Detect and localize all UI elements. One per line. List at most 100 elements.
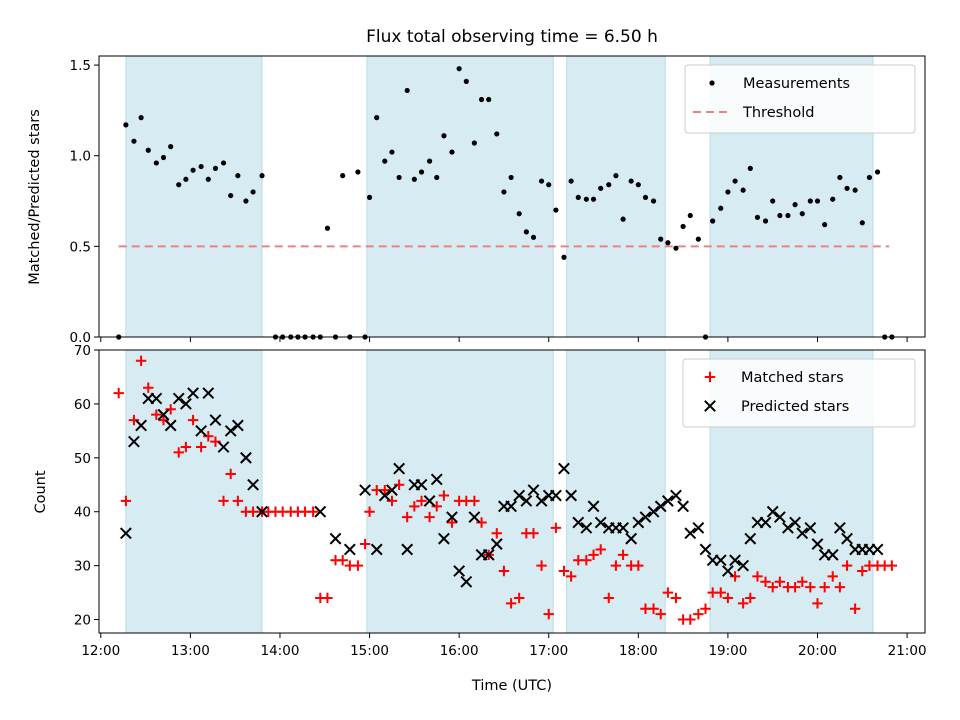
- data-point: [231, 419, 244, 432]
- data-point: [441, 133, 447, 139]
- legend-box: [682, 358, 916, 428]
- data-point: [463, 78, 469, 84]
- data-point: [453, 565, 466, 577]
- data-point: [812, 598, 823, 609]
- data-point: [157, 408, 170, 421]
- data-point: [228, 192, 234, 199]
- data-point: [202, 387, 215, 400]
- data-point: [401, 543, 414, 556]
- data-point: [633, 560, 644, 571]
- data-point: [549, 489, 562, 502]
- data-point: [490, 538, 503, 550]
- data-point: [203, 431, 214, 442]
- data-point: [426, 158, 433, 164]
- data-point: [505, 598, 517, 609]
- count-panel: 12:00 13:00 14:00 15:00 16:00 17:00 18:00 19:00…: [33, 343, 927, 694]
- data-point: [160, 154, 167, 161]
- data-point: [538, 178, 545, 184]
- data-point: [565, 489, 578, 502]
- data-point: [581, 555, 592, 566]
- x-axis-label: Time (UTC): [471, 678, 552, 694]
- data-point: [131, 138, 137, 144]
- data-point: [814, 198, 821, 204]
- star-count-points: [113, 355, 898, 625]
- data-point: [677, 500, 690, 513]
- data-point: [168, 144, 174, 150]
- measurement-points: [116, 66, 895, 340]
- data-point: [777, 212, 783, 219]
- legend-label: Matched stars: [741, 370, 844, 386]
- series-matched-stars: [113, 355, 898, 625]
- data-point: [446, 511, 458, 524]
- data-point: [603, 592, 614, 604]
- data-point: [329, 532, 342, 545]
- data-point: [378, 489, 391, 502]
- data-point: [224, 424, 237, 437]
- data-point: [446, 517, 458, 528]
- data-point: [418, 169, 425, 175]
- data-point: [558, 462, 570, 475]
- data-point: [849, 603, 861, 614]
- data-point: [123, 122, 129, 128]
- data-point: [340, 173, 346, 179]
- ratio-panel: 0.0 0.5 1.0 1.5 Matched/Predicted stars Mea…: [27, 55, 926, 346]
- data-point: [685, 614, 696, 625]
- legend: Measurements Threshold: [684, 64, 916, 134]
- data-point: [513, 489, 526, 502]
- data-point: [247, 478, 259, 491]
- data-point: [561, 254, 567, 260]
- data-point: [680, 223, 686, 230]
- x-tick-label: 20:00: [798, 643, 837, 659]
- data-point: [595, 544, 606, 555]
- y-tick-label: 1.5: [70, 58, 91, 74]
- data-point: [759, 516, 772, 529]
- data-point: [225, 468, 236, 480]
- data-point: [370, 543, 383, 556]
- data-point: [550, 522, 562, 534]
- data-point: [588, 549, 599, 561]
- data-point: [430, 473, 443, 486]
- data-point: [212, 165, 219, 171]
- data-point: [423, 495, 436, 507]
- legend-swatch: [709, 80, 715, 86]
- x-tick-label: 13:00: [171, 643, 210, 659]
- data-point: [165, 404, 176, 415]
- data-point: [617, 549, 629, 561]
- data-point: [151, 409, 162, 420]
- data-point: [747, 165, 753, 171]
- data-point: [565, 571, 577, 582]
- data-point: [789, 516, 802, 529]
- data-point: [386, 495, 398, 507]
- data-point: [606, 182, 612, 188]
- data-point: [314, 505, 327, 518]
- series-measurements: [116, 66, 895, 340]
- data-point: [180, 441, 192, 453]
- data-point: [841, 532, 853, 545]
- data-point: [594, 516, 607, 529]
- y-tick-label: 40: [74, 505, 91, 521]
- data-point: [700, 603, 711, 614]
- data-point: [830, 196, 836, 202]
- data-point: [773, 511, 786, 524]
- data-point: [737, 598, 749, 609]
- data-point: [424, 511, 435, 523]
- data-point: [807, 198, 813, 204]
- chart-title: Flux total observing time = 6.50 h: [366, 27, 658, 47]
- data-point: [434, 174, 440, 181]
- data-point: [625, 532, 638, 545]
- data-point: [804, 521, 817, 534]
- data-point: [145, 147, 151, 153]
- data-point: [205, 176, 211, 182]
- y-tick-label: 1.0: [70, 149, 91, 165]
- data-point: [692, 521, 705, 534]
- data-point: [359, 484, 371, 497]
- data-point: [725, 189, 731, 195]
- data-point: [364, 506, 375, 517]
- data-point: [650, 198, 657, 204]
- data-point: [382, 158, 388, 164]
- data-point: [513, 592, 525, 604]
- data-point: [797, 576, 808, 587]
- data-point: [158, 414, 169, 426]
- data-point: [198, 163, 204, 170]
- data-point: [833, 521, 846, 534]
